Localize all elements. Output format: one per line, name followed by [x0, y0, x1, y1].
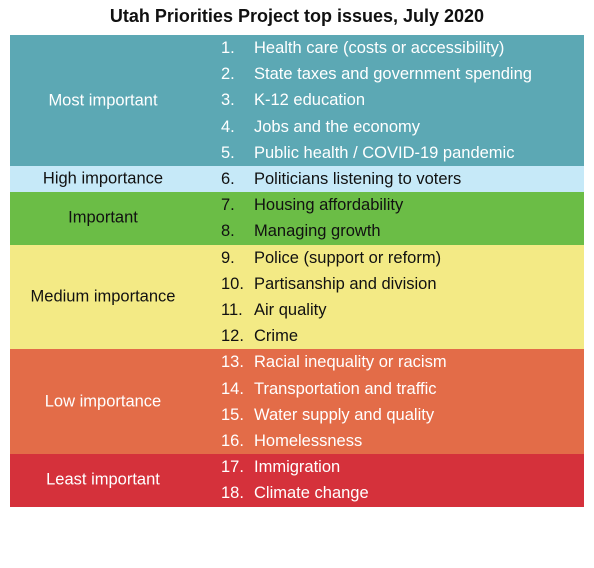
group-band: Low importance 13. Racial inequality or ra… [10, 349, 584, 455]
group-label: Least important [46, 470, 160, 489]
group-label: High importance [42, 169, 164, 188]
group-band: Most important 1. Health care (costs or ac… [10, 35, 584, 166]
item-number: 16. [221, 431, 244, 450]
item-text: K-12 education [254, 91, 365, 110]
item-number: 13. [221, 353, 244, 372]
group-label: Medium importance [30, 287, 176, 306]
item-number: 11. [221, 300, 243, 319]
group-label: Most important [48, 91, 158, 109]
item-text: Crime [254, 327, 298, 346]
item-text: Jobs and the economy [254, 117, 421, 136]
group-label: Important [68, 208, 138, 227]
item-text: State taxes and government spending [254, 65, 532, 84]
group-band: Important 7. Housing affordability 8. Managi… [10, 192, 584, 245]
item-number: 10. [221, 274, 244, 293]
item-number: 2. [221, 65, 235, 84]
group-label: Low importance [44, 392, 162, 411]
item-number: 18. [221, 484, 244, 503]
title: Utah Priorities Project top issues, July… [109, 6, 485, 26]
item-number: 14. [221, 379, 244, 398]
group-band: Least important 17. Immigration 18. Climate … [10, 454, 584, 507]
item-text: Homelessness [254, 431, 363, 450]
item-number: 15. [221, 405, 244, 424]
item-text: Partisanship and division [254, 274, 437, 293]
item-text: Racial inequality or racism [254, 353, 447, 372]
item-number: 8. [221, 222, 235, 241]
item-text: Climate change [254, 484, 369, 503]
item-number: 3. [221, 91, 235, 110]
group-band: Medium importance 9. Police (support or re… [10, 244, 584, 350]
item-number: 6. [221, 170, 235, 188]
item-text: Transportation and traffic [254, 379, 437, 398]
item-number: 1. [221, 39, 235, 57]
item-text: Police (support or reform) [254, 248, 442, 267]
item-number: 4. [221, 117, 235, 136]
item-number: 7. [221, 196, 235, 215]
item-text: Health care (costs or accessibility) [254, 39, 505, 57]
item-text: Managing growth [254, 222, 381, 241]
item-text: Politicians listening to voters [254, 170, 462, 188]
item-number: 9. [221, 248, 235, 267]
item-text: Public health / COVID-19 pandemic [254, 143, 515, 162]
item-number: 12. [221, 327, 244, 346]
item-number: 17. [221, 458, 244, 477]
group-band: High importance 6. Politicians listening t… [10, 166, 584, 193]
item-text: Air quality [254, 300, 327, 319]
item-text: Immigration [254, 458, 341, 477]
item-text: Water supply and quality [254, 405, 435, 424]
item-text: Housing affordability [254, 196, 404, 215]
item-number: 5. [221, 143, 235, 162]
